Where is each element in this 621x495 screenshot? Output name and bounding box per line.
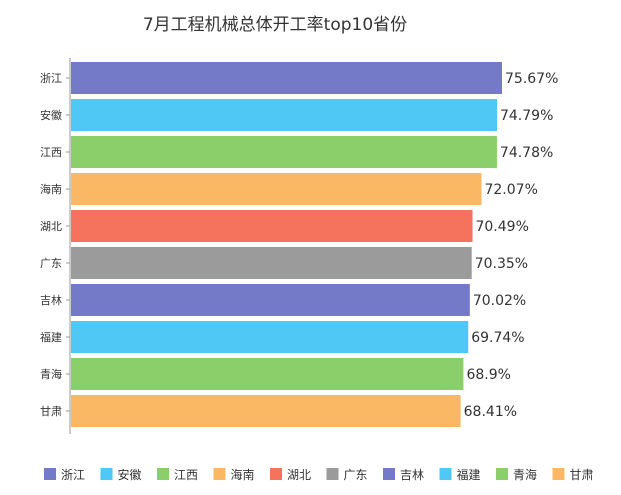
bars-group: [66, 62, 502, 427]
category-label: 湖北: [40, 220, 62, 233]
value-label: 72.07%: [484, 182, 537, 198]
legend-label: 浙江: [61, 468, 85, 482]
bar-5: [71, 210, 473, 242]
bar-6: [71, 247, 472, 279]
legend-swatch: [439, 468, 452, 480]
legend-label: 湖北: [287, 467, 311, 482]
bar-8: [71, 321, 469, 353]
legend-swatch: [326, 468, 339, 480]
legend-swatch: [100, 468, 113, 480]
legend: 浙江 安徽 江西 海南 湖北 广东 吉林 福建 青海 甘肃: [44, 467, 594, 482]
legend-label: 甘肃: [570, 468, 594, 482]
bar-7: [71, 284, 470, 316]
legend-swatch: [270, 468, 282, 480]
legend-swatch: [383, 468, 395, 480]
legend-label: 海南: [231, 467, 255, 482]
category-label: 吉林: [40, 293, 62, 307]
value-label: 68.9%: [466, 367, 510, 383]
category-label: 甘肃: [40, 405, 62, 418]
legend-swatch: [213, 468, 226, 480]
legend-swatch: [44, 468, 56, 480]
legend-label: 江西: [174, 468, 198, 482]
value-label: 74.78%: [500, 145, 553, 161]
bar-9: [71, 358, 464, 390]
category-label: 浙江: [40, 72, 62, 85]
legend-label: 广东: [344, 468, 368, 482]
chart-title: 7月工程机械总体开工率top10省份: [143, 15, 407, 35]
value-label: 69.74%: [471, 330, 524, 346]
category-label: 广东: [40, 257, 62, 270]
legend-label: 福建: [457, 467, 481, 482]
bar-10: [71, 395, 461, 427]
legend-swatch: [496, 468, 508, 480]
value-labels: 75.67% 74.79% 74.78% 72.07% 70.49% 70.35% 70.0…: [464, 71, 559, 420]
legend-label: 安徽: [118, 467, 142, 482]
value-label: 68.41%: [464, 404, 517, 420]
value-label: 70.35%: [475, 256, 528, 272]
bar-3: [71, 136, 497, 168]
bar-4: [71, 173, 482, 205]
bar-2: [71, 99, 497, 131]
legend-label: 吉林: [400, 468, 424, 482]
category-label: 青海: [40, 367, 62, 381]
value-label: 75.67%: [505, 71, 558, 87]
bar-1: [71, 62, 502, 94]
category-label: 安徽: [40, 108, 62, 122]
legend-label: 青海: [513, 467, 537, 482]
legend-swatch: [552, 468, 565, 480]
legend-swatch: [157, 468, 169, 480]
category-label: 江西: [40, 146, 62, 159]
category-label: 海南: [40, 182, 62, 196]
category-label: 福建: [40, 330, 62, 344]
value-label: 74.79%: [500, 108, 553, 124]
value-label: 70.02%: [473, 293, 526, 309]
value-label: 70.49%: [475, 219, 528, 235]
